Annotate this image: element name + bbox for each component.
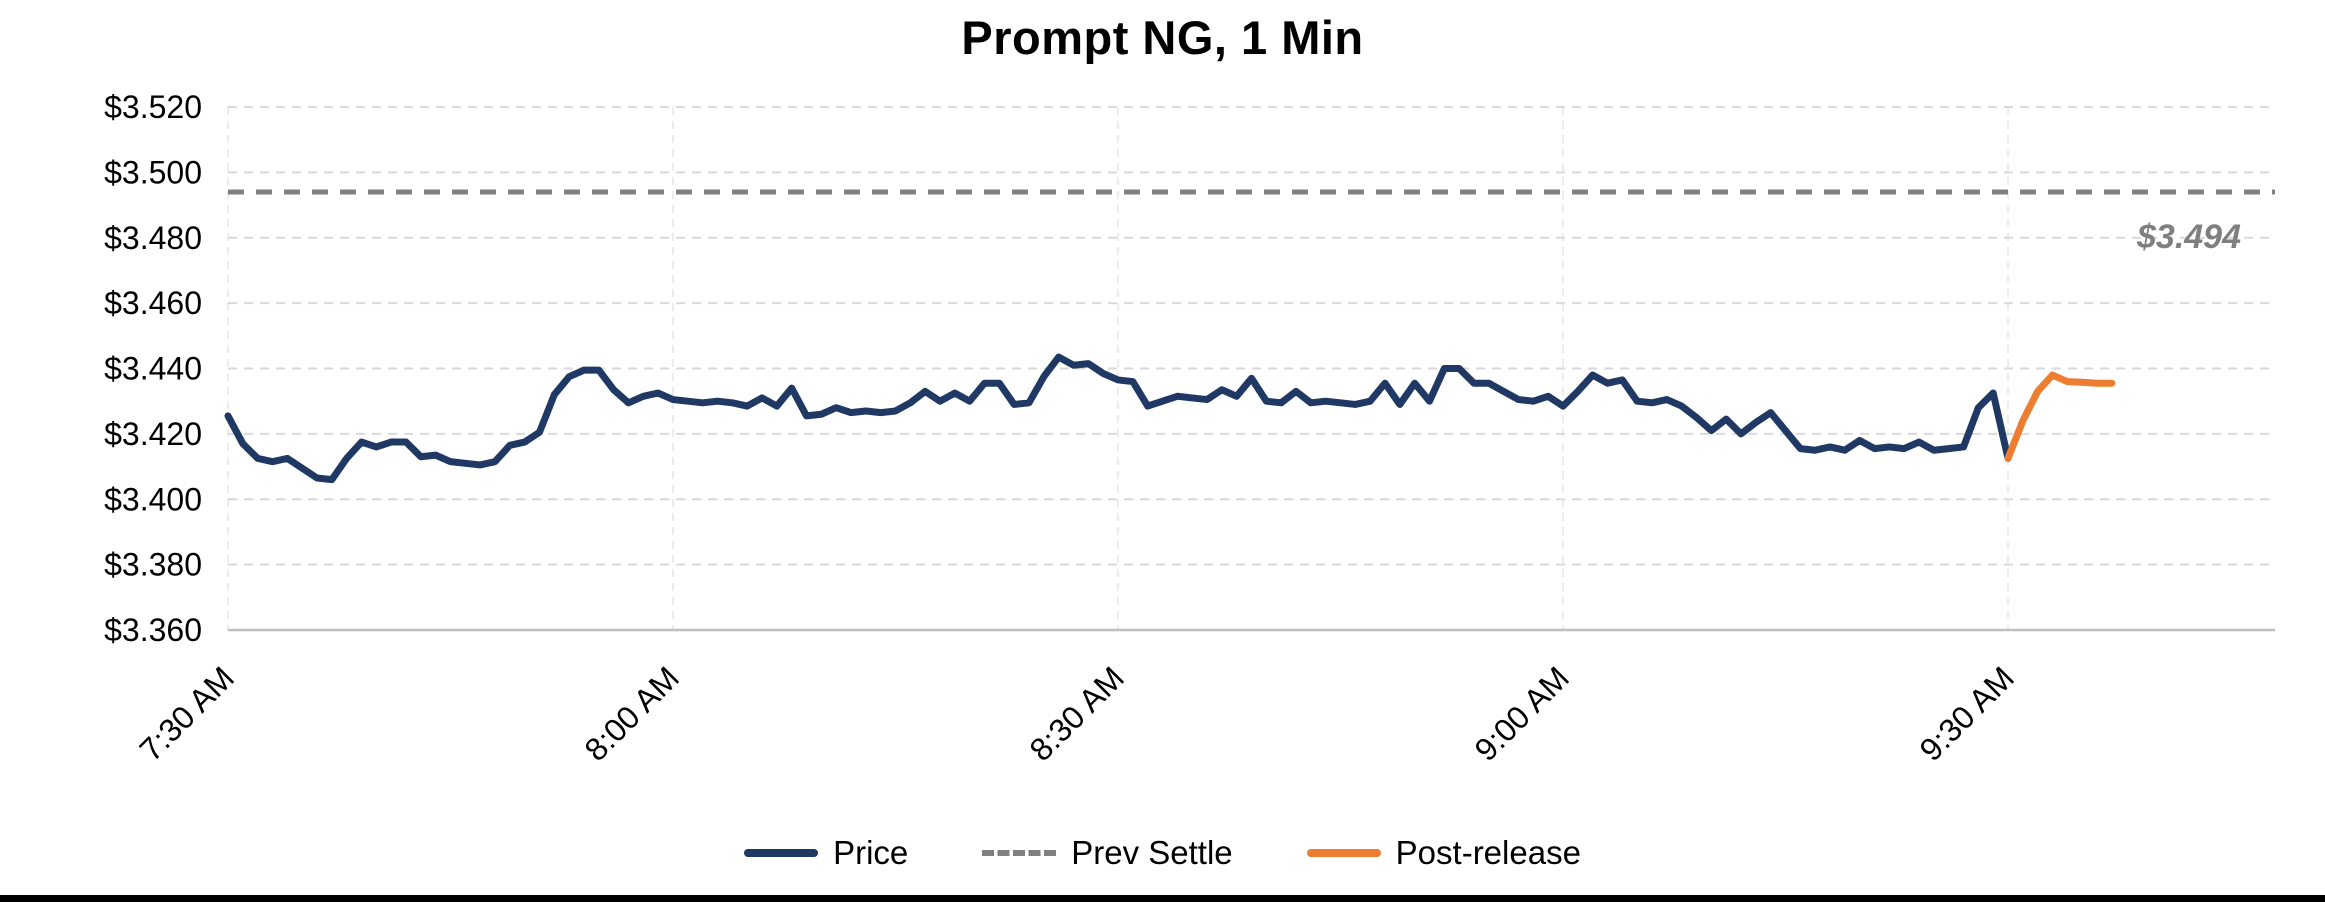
x-tick-label: 8:00 AM [577, 659, 685, 767]
legend-item-price: Price [744, 834, 908, 872]
x-tick-label: 7:30 AM [132, 659, 240, 767]
x-tick-label: 8:30 AM [1022, 659, 1130, 767]
prev-settle-line-swatch [982, 850, 1057, 856]
bottom-border [0, 895, 2325, 902]
y-tick-label: $3.460 [104, 285, 202, 321]
prev-settle-value-label: $3.494 [2137, 218, 2241, 256]
post-release-line [2004, 371, 2116, 462]
x-tick-label: 9:00 AM [1467, 659, 1575, 767]
price-line [224, 353, 2012, 484]
y-tick-label: $3.520 [104, 89, 202, 125]
post-release-line-swatch [1306, 849, 1381, 857]
chart-legend: Price Prev Settle Post-release [0, 834, 2325, 872]
y-tick-label: $3.420 [104, 416, 202, 452]
x-tick-label: 9:30 AM [1912, 659, 2020, 767]
legend-label-prev-settle: Prev Settle [1071, 834, 1233, 871]
y-tick-label: $3.480 [104, 220, 202, 256]
legend-label-post-release: Post-release [1395, 834, 1581, 871]
y-tick-label: $3.360 [104, 612, 202, 648]
legend-item-post-release: Post-release [1306, 834, 1581, 872]
y-tick-label: $3.500 [104, 154, 202, 190]
legend-label-price: Price [833, 834, 909, 871]
y-tick-label: $3.440 [104, 351, 202, 387]
chart-title: Prompt NG, 1 Min [961, 11, 1364, 64]
y-tick-label: $3.380 [104, 547, 202, 583]
y-tick-label: $3.400 [104, 481, 202, 517]
legend-item-prev-settle: Prev Settle [982, 834, 1233, 872]
price-line-swatch [744, 849, 819, 857]
